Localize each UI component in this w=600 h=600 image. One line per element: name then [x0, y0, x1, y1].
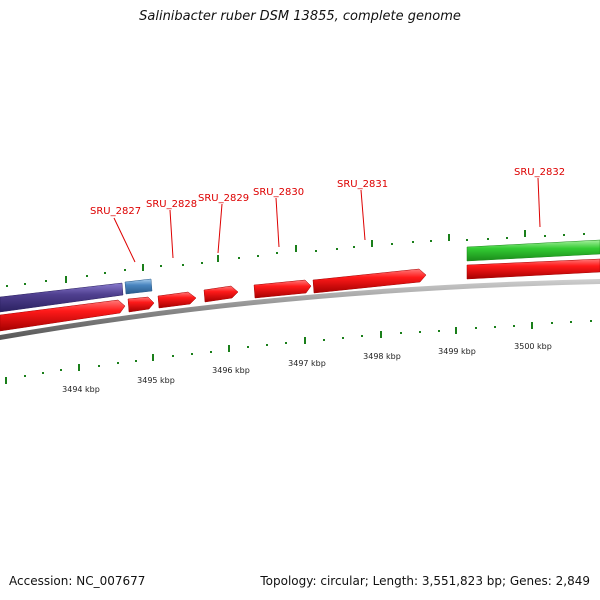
gene-feature-green[interactable] — [466, 239, 600, 262]
cds-SRU_2828[interactable] — [157, 291, 197, 309]
cds-SRU_2830[interactable] — [253, 279, 312, 299]
cds-SRU_2831[interactable] — [312, 268, 427, 294]
leader-SRU_2830 — [275, 197, 280, 248]
scale-label-3495: 3495 kbp — [137, 376, 175, 385]
leader-SRU_2832 — [537, 177, 541, 228]
gene-leader-lines — [113, 177, 541, 263]
genome-title: Salinibacter ruber DSM 13855, complete g… — [139, 9, 461, 24]
scale-label-3500: 3500 kbp — [514, 342, 552, 351]
genome-backbone — [0, 279, 600, 340]
gene-label-SRU_2831[interactable]: SRU_2831 — [337, 179, 388, 190]
cds-SRU_2829[interactable] — [203, 285, 239, 303]
scale-label-3494: 3494 kbp — [62, 385, 100, 394]
leader-SRU_2828 — [169, 209, 174, 259]
gene-track — [0, 239, 600, 313]
cds-SRU_2832[interactable] — [466, 258, 600, 280]
scale-label-3499: 3499 kbp — [438, 347, 476, 356]
leader-SRU_2829 — [217, 203, 223, 254]
accession-text: Accession: NC_007677 — [9, 574, 146, 588]
genome-summary-text: Topology: circular; Length: 3,551,823 bp… — [260, 574, 590, 588]
gene-feature-lightblue[interactable] — [124, 278, 153, 295]
upper-tick-track — [6, 230, 585, 287]
cds-SRU_2826[interactable] — [0, 299, 126, 332]
gene-label-SRU_2830[interactable]: SRU_2830 — [253, 187, 304, 198]
gene-label-SRU_2828[interactable]: SRU_2828 — [146, 199, 197, 210]
gene-feature-blue[interactable] — [0, 282, 124, 313]
gene-label-SRU_2827[interactable]: SRU_2827 — [90, 206, 141, 217]
gene-label-SRU_2829[interactable]: SRU_2829 — [198, 193, 249, 204]
leader-SRU_2831 — [360, 189, 366, 241]
scale-label-3497: 3497 kbp — [288, 359, 326, 368]
cds-track — [0, 258, 600, 332]
scale-label-3498: 3498 kbp — [363, 352, 401, 361]
scale-label-3496: 3496 kbp — [212, 366, 250, 375]
leader-SRU_2827 — [113, 217, 136, 263]
gene-label-SRU_2832[interactable]: SRU_2832 — [514, 167, 565, 178]
lower-tick-track — [5, 320, 592, 384]
cds-SRU_2827[interactable] — [127, 296, 155, 313]
